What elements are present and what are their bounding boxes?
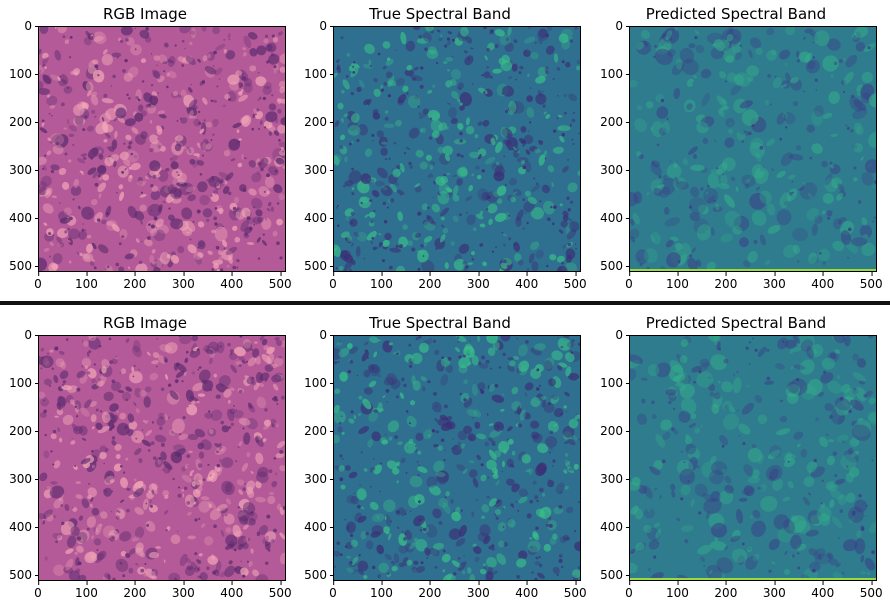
x-tick-label: 400 xyxy=(811,272,835,291)
x-tick-label: 0 xyxy=(329,272,337,291)
x-tick-label: 0 xyxy=(625,272,633,291)
y-tick-label: 100 xyxy=(600,67,630,82)
y-tick-label: 500 xyxy=(600,568,630,583)
x-tick-label: 100 xyxy=(369,272,393,291)
image-axes xyxy=(38,26,286,272)
image-axes xyxy=(629,26,877,272)
y-tick-label: 200 xyxy=(304,115,334,130)
y-tick-label: 200 xyxy=(304,424,334,439)
y-tick-label: 100 xyxy=(9,376,39,391)
panel-row1-rgb: RGB Image 0 100 200 300 400 500 0 100 200 300 400 5… xyxy=(0,0,292,300)
x-tick-label: 200 xyxy=(123,272,147,291)
panel-row1-pred: Predicted Spectral Band 0 100 200 300 400 500… xyxy=(591,0,883,300)
y-tick-label: 0 xyxy=(24,19,39,33)
x-tick-label: 0 xyxy=(34,581,42,600)
y-tick-label: 300 xyxy=(9,472,39,487)
true-spectral-image xyxy=(334,336,580,580)
rgb-image xyxy=(39,27,285,271)
y-tick-label: 0 xyxy=(319,328,334,342)
panel-title: RGB Image xyxy=(102,5,188,23)
image-axes xyxy=(333,335,581,581)
x-tick-label: 300 xyxy=(762,272,786,291)
y-tick-label: 400 xyxy=(600,520,630,535)
y-tick-label: 300 xyxy=(600,472,630,487)
image-axes xyxy=(629,335,877,581)
panel-title: Predicted Spectral Band xyxy=(645,314,827,332)
x-tick-label: 0 xyxy=(329,581,337,600)
x-tick-label: 500 xyxy=(563,272,587,291)
y-tick-label: 200 xyxy=(600,424,630,439)
x-tick-label: 500 xyxy=(268,581,292,600)
y-tick-label: 500 xyxy=(304,259,334,274)
x-tick-label: 300 xyxy=(762,581,786,600)
predicted-spectral-image xyxy=(630,27,876,271)
x-tick-label: 300 xyxy=(171,581,195,600)
row-divider xyxy=(0,301,890,305)
y-tick-label: 500 xyxy=(600,259,630,274)
x-tick-label: 300 xyxy=(466,581,490,600)
x-tick-label: 100 xyxy=(74,581,98,600)
x-tick-label: 400 xyxy=(515,581,539,600)
image-axes xyxy=(333,26,581,272)
y-tick-label: 400 xyxy=(304,520,334,535)
edge-line xyxy=(630,269,876,271)
y-tick-label: 400 xyxy=(600,211,630,226)
x-tick-label: 200 xyxy=(123,581,147,600)
rgb-image xyxy=(39,336,285,580)
panel-title: True Spectral Band xyxy=(369,314,511,332)
y-tick-label: 0 xyxy=(615,19,630,33)
panel-row2-rgb: RGB Image 0 100 200 300 400 500 0 100 200 300 400 5… xyxy=(0,309,292,609)
x-tick-label: 100 xyxy=(369,581,393,600)
x-tick-label: 500 xyxy=(268,272,292,291)
x-tick-label: 200 xyxy=(714,581,738,600)
x-tick-label: 300 xyxy=(171,272,195,291)
y-tick-label: 400 xyxy=(304,211,334,226)
y-tick-label: 400 xyxy=(9,211,39,226)
y-tick-label: 500 xyxy=(9,259,39,274)
image-axes xyxy=(38,335,286,581)
panel-row2-true: True Spectral Band 0 100 200 300 400 500 0 100 2… xyxy=(295,309,587,609)
x-tick-label: 100 xyxy=(665,581,689,600)
y-tick-label: 200 xyxy=(600,115,630,130)
x-tick-label: 0 xyxy=(625,581,633,600)
panel-title: RGB Image xyxy=(102,314,188,332)
x-tick-label: 100 xyxy=(665,272,689,291)
y-tick-label: 100 xyxy=(9,67,39,82)
y-tick-label: 100 xyxy=(600,376,630,391)
y-tick-label: 400 xyxy=(9,520,39,535)
x-tick-label: 200 xyxy=(418,581,442,600)
predicted-spectral-image xyxy=(630,336,876,580)
y-tick-label: 300 xyxy=(9,163,39,178)
y-tick-label: 0 xyxy=(319,19,334,33)
x-tick-label: 500 xyxy=(563,581,587,600)
y-tick-label: 200 xyxy=(9,424,39,439)
y-tick-label: 500 xyxy=(9,568,39,583)
x-tick-label: 0 xyxy=(34,272,42,291)
x-tick-label: 400 xyxy=(220,581,244,600)
panel-row1-true: True Spectral Band 0 100 200 300 400 500 0 100 2… xyxy=(295,0,587,300)
x-tick-label: 500 xyxy=(859,272,883,291)
panel-row2-pred: Predicted Spectral Band 0 100 200 300 400 500… xyxy=(591,309,883,609)
x-tick-label: 400 xyxy=(220,272,244,291)
y-tick-label: 100 xyxy=(304,67,334,82)
x-tick-label: 200 xyxy=(418,272,442,291)
panel-title: True Spectral Band xyxy=(369,5,511,23)
true-spectral-image xyxy=(334,27,580,271)
y-tick-label: 0 xyxy=(24,328,39,342)
y-tick-label: 100 xyxy=(304,376,334,391)
x-tick-label: 100 xyxy=(74,272,98,291)
y-tick-label: 200 xyxy=(9,115,39,130)
y-tick-label: 500 xyxy=(304,568,334,583)
y-tick-label: 300 xyxy=(304,163,334,178)
x-tick-label: 500 xyxy=(859,581,883,600)
edge-line xyxy=(630,578,876,580)
y-tick-label: 0 xyxy=(615,328,630,342)
panel-title: Predicted Spectral Band xyxy=(645,5,827,23)
x-tick-label: 400 xyxy=(811,581,835,600)
x-tick-label: 200 xyxy=(714,272,738,291)
x-tick-label: 300 xyxy=(466,272,490,291)
x-tick-label: 400 xyxy=(515,272,539,291)
y-tick-label: 300 xyxy=(600,163,630,178)
y-tick-label: 300 xyxy=(304,472,334,487)
